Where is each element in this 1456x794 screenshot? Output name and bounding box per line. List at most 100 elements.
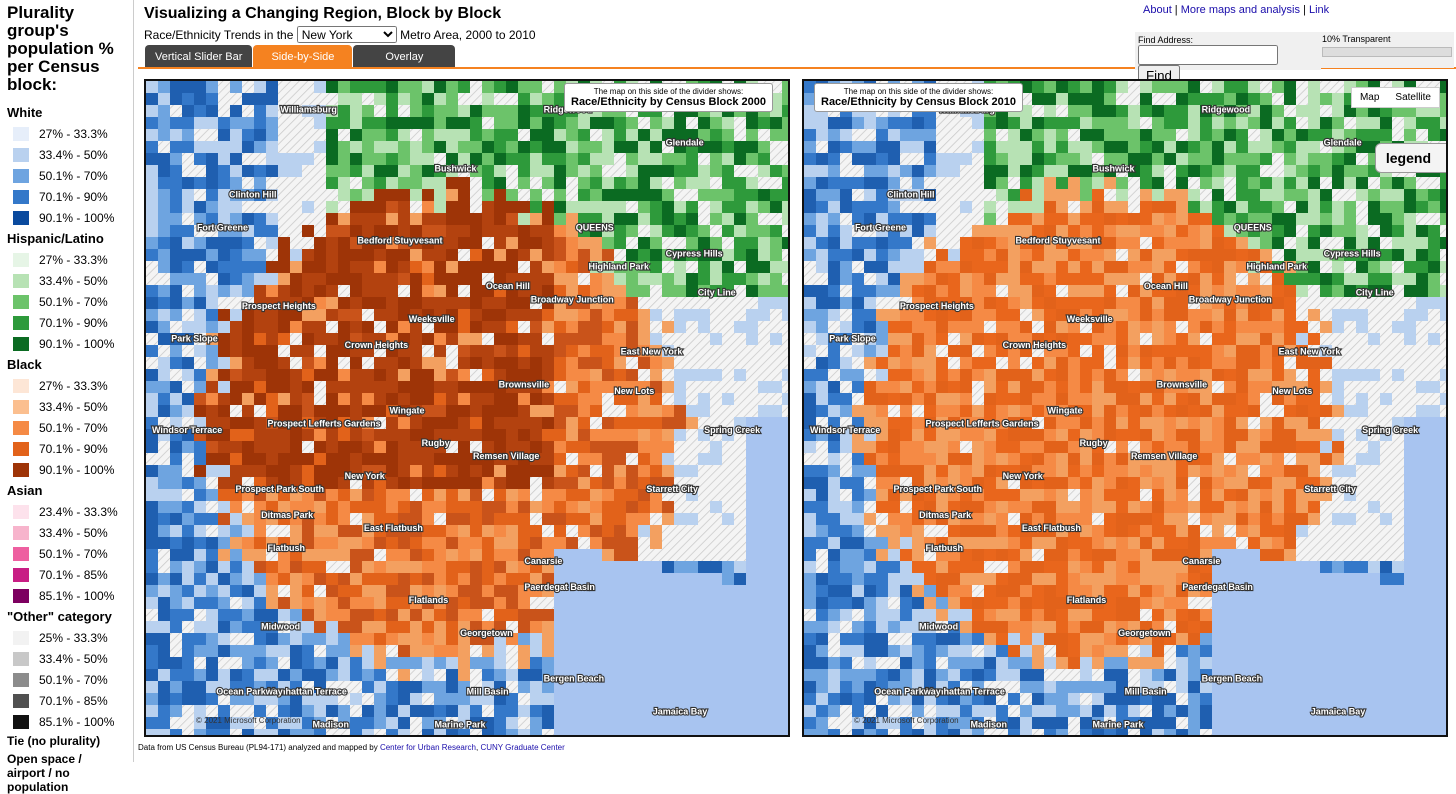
census-block xyxy=(1272,321,1284,333)
census-block xyxy=(206,153,218,165)
census-block xyxy=(1116,261,1128,273)
census-block xyxy=(170,189,182,201)
link[interactable]: About xyxy=(1143,4,1172,16)
census-block xyxy=(782,105,788,117)
census-block xyxy=(1212,141,1224,153)
census-block xyxy=(326,225,338,237)
census-block xyxy=(1092,261,1104,273)
census-block xyxy=(494,321,506,333)
census-block xyxy=(876,237,888,249)
census-block xyxy=(410,645,422,657)
census-block xyxy=(434,645,446,657)
census-block xyxy=(1176,333,1188,345)
census-block xyxy=(590,429,602,441)
census-block xyxy=(254,393,266,405)
census-block xyxy=(1008,609,1020,621)
census-block xyxy=(722,249,734,261)
census-block xyxy=(722,669,734,681)
census-block xyxy=(302,453,314,465)
census-block xyxy=(1284,117,1296,129)
census-block xyxy=(1368,633,1380,645)
census-block xyxy=(1104,573,1116,585)
census-block xyxy=(828,501,840,513)
census-block xyxy=(746,537,758,549)
census-block xyxy=(470,273,482,285)
census-block xyxy=(242,537,254,549)
census-block xyxy=(996,381,1008,393)
census-block xyxy=(674,213,686,225)
census-block xyxy=(158,357,170,369)
census-block xyxy=(650,213,662,225)
tab[interactable]: Side-by-Side xyxy=(253,45,352,67)
census-block xyxy=(996,405,1008,417)
census-block xyxy=(254,537,266,549)
link[interactable]: More maps and analysis xyxy=(1181,4,1300,16)
census-block xyxy=(1284,369,1296,381)
census-block xyxy=(948,405,960,417)
census-block xyxy=(386,417,398,429)
address-input[interactable] xyxy=(1138,45,1278,65)
census-block xyxy=(1020,657,1032,669)
census-block xyxy=(410,441,422,453)
census-block xyxy=(1152,717,1164,729)
census-block xyxy=(924,369,936,381)
census-block xyxy=(804,201,816,213)
census-block xyxy=(494,477,506,489)
link[interactable]: Link xyxy=(1309,4,1329,16)
census-block xyxy=(650,417,662,429)
census-block xyxy=(1092,561,1104,573)
census-block xyxy=(722,717,734,729)
census-block xyxy=(1116,441,1128,453)
slider[interactable] xyxy=(1322,47,1452,57)
census-block xyxy=(1020,537,1032,549)
census-block xyxy=(374,309,386,321)
census-block xyxy=(1092,333,1104,345)
tab[interactable]: Vertical Slider Bar xyxy=(145,45,252,67)
census-block xyxy=(1188,429,1200,441)
census-block xyxy=(626,525,638,537)
census-block xyxy=(924,405,936,417)
census-block xyxy=(1224,309,1236,321)
census-block xyxy=(1248,729,1260,735)
subtitle-prefix: Race/Ethnicity Trends in the xyxy=(144,28,293,42)
census-block xyxy=(1212,333,1224,345)
census-block xyxy=(566,441,578,453)
legend-label: 50.1% - 70% xyxy=(39,421,108,435)
census-block xyxy=(590,405,602,417)
census-block xyxy=(852,621,864,633)
census-block xyxy=(1308,237,1320,249)
census-block xyxy=(900,273,912,285)
census-block xyxy=(494,585,506,597)
map-2000[interactable]: WilliamsburgRidgewoodGlendaleBushwickCli… xyxy=(144,79,790,737)
census-block xyxy=(1272,225,1284,237)
census-block xyxy=(1176,477,1188,489)
census-block xyxy=(1152,213,1164,225)
census-block xyxy=(1284,429,1296,441)
census-block xyxy=(758,549,770,561)
census-block xyxy=(674,117,686,129)
census-block xyxy=(1128,609,1140,621)
census-block xyxy=(386,309,398,321)
census-block xyxy=(362,537,374,549)
metro-select[interactable]: New York xyxy=(297,26,397,43)
census-block xyxy=(410,117,422,129)
census-block xyxy=(242,93,254,105)
census-block xyxy=(852,633,864,645)
census-block xyxy=(578,513,590,525)
census-block xyxy=(710,645,722,657)
tab[interactable]: Overlay xyxy=(353,45,455,67)
legend-item: 70.1% - 90% xyxy=(7,438,133,459)
census-block xyxy=(996,537,1008,549)
census-block xyxy=(1188,309,1200,321)
census-block xyxy=(960,285,972,297)
census-block xyxy=(1152,105,1164,117)
census-block xyxy=(1056,261,1068,273)
map-2010[interactable]: WilliamsburgRidgewoodGlendaleBushwickCli… xyxy=(802,79,1448,737)
census-block xyxy=(984,405,996,417)
census-block xyxy=(446,105,458,117)
census-block xyxy=(1176,237,1188,249)
census-block xyxy=(1320,573,1332,585)
census-block xyxy=(1032,153,1044,165)
census-block xyxy=(864,189,876,201)
census-block xyxy=(1296,465,1308,477)
